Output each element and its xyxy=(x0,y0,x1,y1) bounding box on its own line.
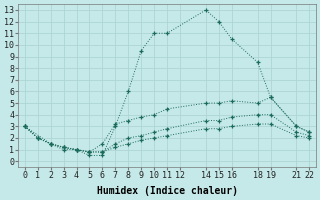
X-axis label: Humidex (Indice chaleur): Humidex (Indice chaleur) xyxy=(97,186,237,196)
